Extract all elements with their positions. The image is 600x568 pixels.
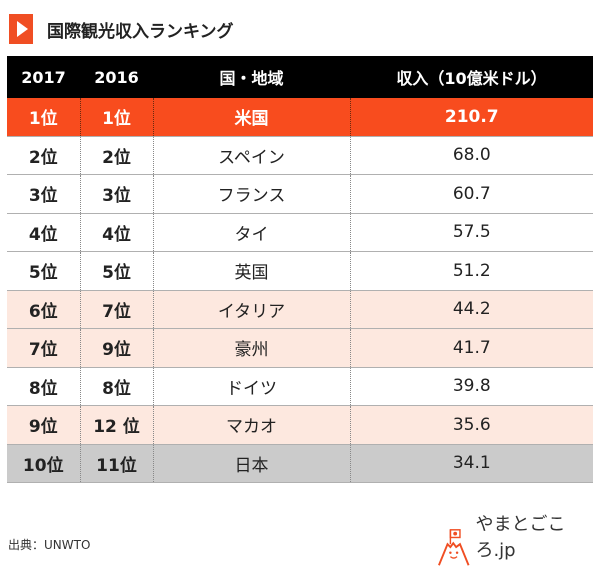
revenue-value: 35.6 (349, 405, 593, 445)
logo: やまとごころ.jp (437, 510, 600, 568)
header-revenue: 収入（10億米ドル） (350, 56, 593, 98)
source-note: 出典：UNWTO (8, 538, 91, 552)
rank-2016: 2位 (79, 136, 153, 175)
revenue-value: 41.7 (349, 328, 593, 368)
table-row: 3位 3位 フランス 60.7 (7, 174, 593, 214)
header-2016: 2016 (80, 56, 153, 98)
rank-2016: 12 位 (79, 405, 153, 445)
table-row: 5位 5位 英国 51.2 (7, 251, 593, 291)
revenue-value: 57.5 (349, 213, 593, 252)
table-row: 10位 11位 日本 34.1 (7, 444, 593, 483)
header-country: 国・地域 (153, 56, 350, 98)
country-name: ドイツ (152, 367, 350, 406)
rank-2016: 9位 (79, 328, 153, 368)
ranking-table: 2017 2016 国・地域 収入（10億米ドル） 1位 1位 米国 210.7 2位 2… (7, 56, 593, 483)
rank-2016: 1位 (79, 98, 153, 137)
rank-2017: 1位 (7, 98, 80, 137)
country-name: スペイン (152, 136, 350, 175)
country-name: 米国 (152, 98, 350, 137)
revenue-value: 39.8 (349, 367, 593, 406)
country-name: 英国 (152, 251, 350, 291)
table-row: 7位 9位 豪州 41.7 (7, 328, 593, 368)
country-name: タイ (152, 213, 350, 252)
rank-2017: 8位 (7, 367, 80, 406)
rank-2017: 6位 (7, 290, 80, 329)
table-row: 9位 12 位マカオ 35.6 (7, 405, 593, 445)
revenue-value: 34.1 (349, 444, 593, 483)
rank-2017: 2位 (7, 136, 80, 175)
header-2017: 2017 (7, 56, 80, 98)
country-name: 日本 (152, 444, 350, 483)
table-row: 2位 2位 スペイン 68.0 (7, 136, 593, 175)
table-header: 2017 2016 国・地域 収入（10億米ドル） (7, 56, 593, 98)
rank-2017: 3位 (7, 174, 80, 214)
revenue-value: 44.2 (349, 290, 593, 329)
rank-2017: 7位 (7, 328, 80, 368)
logo-text: やまとごころ.jp (475, 514, 566, 561)
rank-2016: 11位 (79, 444, 153, 483)
country-name: イタリア (152, 290, 350, 329)
table-row: 4位 4位 タイ 57.5 (7, 213, 593, 252)
table-row: 8位 8位 ドイツ 39.8 (7, 367, 593, 406)
revenue-value: 60.7 (349, 174, 593, 214)
rank-2016: 3位 (79, 174, 153, 214)
revenue-value: 210.7 (349, 98, 593, 137)
revenue-value: 51.2 (349, 251, 593, 291)
rank-2016: 5位 (79, 251, 153, 291)
rank-2017: 4位 (7, 213, 80, 252)
play-icon (9, 14, 33, 44)
mountain-mascot-icon (438, 529, 470, 566)
table-row: 1位 1位 米国 210.7 (7, 98, 593, 137)
table-row: 6位 7位 イタリア 44.2 (7, 290, 593, 329)
title-text: 国際観光収入ランキング (47, 21, 234, 42)
rank-2017: 9位 (7, 405, 80, 445)
country-name: マカオ (152, 405, 350, 445)
page-title: 国際観光収入ランキング (9, 14, 234, 44)
country-name: 豪州 (152, 328, 350, 368)
rank-2016: 4位 (79, 213, 153, 252)
rank-2016: 8位 (79, 367, 153, 406)
rank-2016: 7位 (79, 290, 153, 329)
revenue-value: 68.0 (349, 136, 593, 175)
rank-2017: 10位 (7, 444, 80, 483)
rank-2017: 5位 (7, 251, 80, 291)
country-name: フランス (152, 174, 350, 214)
